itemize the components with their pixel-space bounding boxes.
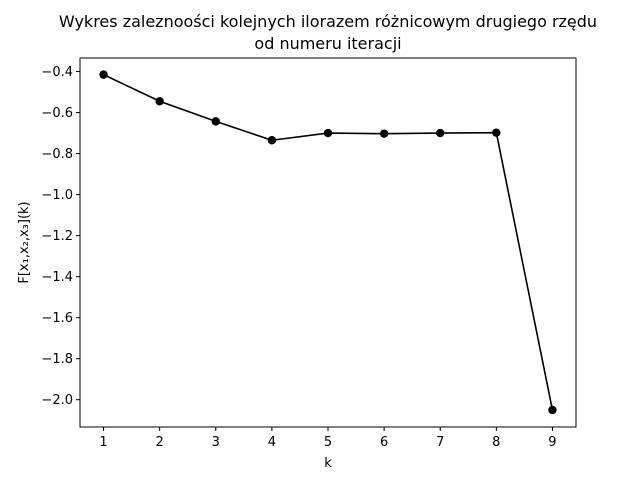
data-point	[436, 128, 445, 138]
series-group	[99, 70, 557, 415]
x-tick-label: 5	[324, 435, 332, 450]
y-tick-label: −1.6	[41, 311, 73, 326]
x-tick-label: 3	[212, 435, 220, 450]
x-axis-ticks: 1 2 3 4 5 6 7 8 9	[99, 427, 557, 450]
y-tick-label: −0.6	[41, 106, 73, 121]
data-point	[548, 405, 557, 415]
y-tick-label: −2.0	[41, 393, 73, 408]
y-tick-label: −1.4	[41, 270, 73, 285]
data-point	[211, 117, 220, 126]
x-tick-label: 9	[548, 435, 556, 450]
data-point	[155, 97, 164, 106]
data-point	[492, 128, 501, 137]
x-tick-label: 6	[380, 435, 388, 450]
plot-area	[79, 57, 577, 428]
x-tick-label: 8	[492, 435, 500, 450]
data-point	[267, 136, 277, 145]
data-point	[379, 129, 389, 138]
x-tick-label: 4	[268, 435, 276, 450]
data-point	[99, 70, 108, 79]
x-tick-label: 2	[156, 435, 164, 450]
y-axis-label: F[x₁,x₂,x₃](k)	[17, 201, 32, 283]
y-axis-ticks: −0.4 −0.6 −0.8 −1.0 −1.2 −1.4 −1.6 −1.8 −2.0	[41, 65, 80, 408]
x-tick-label: 7	[436, 435, 444, 450]
chart-title-line-2: od numeru iteracji	[254, 34, 401, 53]
y-tick-label: −0.8	[41, 147, 73, 162]
chart-title-line-1: Wykres zaleznoości kolejnych ilorazem ró…	[59, 12, 597, 31]
x-tick-label: 1	[99, 435, 107, 450]
y-tick-label: −1.2	[41, 229, 73, 244]
y-tick-label: −1.0	[41, 188, 73, 203]
data-point	[323, 128, 333, 138]
x-axis-label: k	[324, 456, 332, 471]
y-tick-label: −0.4	[41, 65, 73, 80]
y-tick-label: −1.8	[41, 352, 73, 367]
